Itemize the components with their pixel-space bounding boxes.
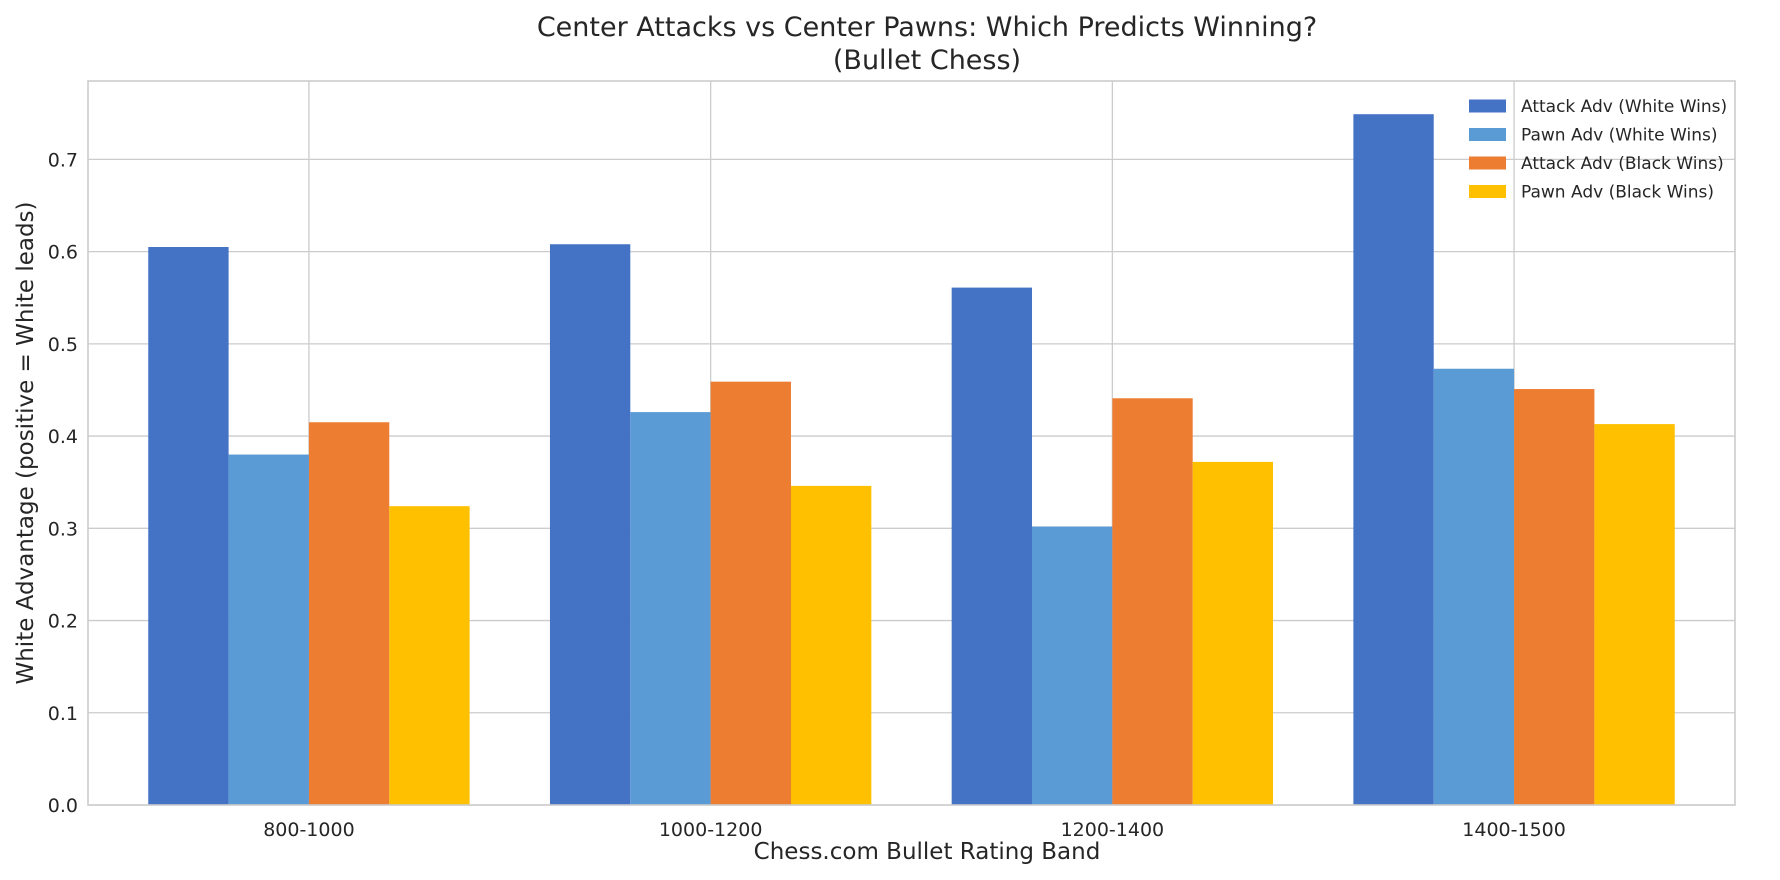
plot-frame bbox=[87, 80, 1736, 806]
y-tick-labels: 0.0 0.1 0.2 0.3 0.4 0.5 0.6 0.7 bbox=[48, 149, 78, 817]
y-tick-label: 0.1 bbox=[48, 703, 78, 725]
bar bbox=[630, 412, 711, 805]
x-tick-label: 1200-1400 bbox=[1061, 819, 1165, 841]
y-tick-label: 0.0 bbox=[48, 795, 78, 817]
bar-groups bbox=[148, 114, 1675, 806]
bar bbox=[1032, 526, 1113, 805]
y-tick-label: 0.3 bbox=[48, 518, 78, 540]
y-tick-label: 0.4 bbox=[48, 426, 78, 448]
bar bbox=[549, 244, 631, 806]
legend-swatch bbox=[1469, 185, 1506, 198]
bar bbox=[710, 381, 791, 805]
y-tick-label: 0.7 bbox=[48, 149, 78, 171]
x-axis-label: Chess.com Bullet Rating Band bbox=[754, 839, 1101, 865]
bar bbox=[389, 506, 470, 805]
legend-label: Attack Adv (White Wins) bbox=[1521, 97, 1727, 117]
x-tick-label: 1400-1500 bbox=[1462, 819, 1566, 841]
bar-series bbox=[308, 381, 1595, 805]
x-tick-label: 1000-1200 bbox=[659, 819, 763, 841]
chart-subtitle: (Bullet Chess) bbox=[833, 45, 1021, 76]
bar bbox=[1112, 398, 1193, 805]
legend-swatch bbox=[1469, 99, 1506, 113]
bar-series bbox=[228, 368, 1515, 805]
y-tick-label: 0.5 bbox=[48, 334, 78, 356]
legend: Attack Adv (White Wins) Pawn Adv (White W… bbox=[1469, 97, 1727, 203]
legend-label: Pawn Adv (White Wins) bbox=[1521, 126, 1717, 146]
legend-label: Attack Adv (Black Wins) bbox=[1521, 154, 1724, 174]
legend-swatch bbox=[1469, 156, 1506, 170]
y-tick-label: 0.6 bbox=[48, 242, 78, 264]
bar bbox=[951, 287, 1033, 805]
bar bbox=[1514, 389, 1595, 805]
x-gridlines bbox=[308, 81, 1515, 805]
bar bbox=[1594, 424, 1675, 805]
bar bbox=[308, 422, 390, 805]
bar bbox=[1353, 114, 1434, 806]
bar bbox=[790, 485, 872, 805]
legend-swatch bbox=[1469, 128, 1506, 141]
y-tick-label: 0.2 bbox=[48, 611, 78, 633]
legend-label: Pawn Adv (Black Wins) bbox=[1521, 183, 1714, 203]
bar bbox=[148, 247, 229, 805]
x-tick-labels: 800-1000 1000-1200 1200-1400 1400-1500 bbox=[263, 819, 1566, 841]
bar bbox=[1192, 461, 1274, 805]
chart-title: Center Attacks vs Center Pawns: Which Pr… bbox=[537, 12, 1317, 43]
bar bbox=[1433, 368, 1515, 805]
x-tick-label: 800-1000 bbox=[263, 819, 354, 841]
y-axis-label: White Advantage (positive = White leads) bbox=[13, 201, 39, 684]
bar-series bbox=[148, 114, 1434, 806]
bar bbox=[228, 454, 309, 805]
bar-series bbox=[389, 424, 1675, 805]
